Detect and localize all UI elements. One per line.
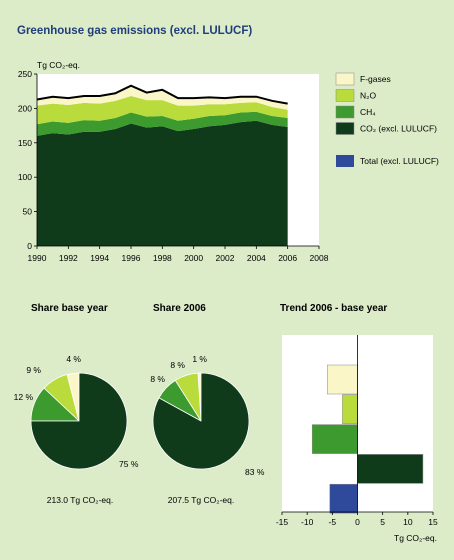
pie-caption: 207.5 Tg CO₂-eq.	[168, 495, 234, 505]
pie-slice	[30, 372, 128, 470]
x-tick-label: 1998	[153, 253, 172, 263]
legend-swatch	[335, 105, 355, 119]
x-tick-label: 10	[403, 517, 413, 527]
x-tick-label: 2008	[310, 253, 329, 263]
legend-swatch	[335, 89, 355, 102]
area-chart: 0 50 100 150 200 250 1990 1992 1994 1996 1998 2000 2…	[18, 60, 329, 263]
legend-swatch	[335, 72, 355, 86]
x-tick-label: 1992	[59, 253, 78, 263]
pie-slice-label: 1 %	[192, 354, 207, 364]
trend-bar	[357, 454, 424, 484]
pie-slice-label: 9 %	[26, 365, 41, 375]
legend-swatch	[335, 122, 355, 135]
pie-slice-label: 12 %	[14, 392, 34, 402]
x-tick-label: 1996	[122, 253, 141, 263]
legend-label: Total (excl. LULUCF)	[360, 156, 439, 166]
y-tick-label: 250	[18, 69, 32, 79]
legend: F-gases N₂O CH₄ CO₂ (excl. LULUCF) Total (ex…	[335, 72, 439, 167]
figure-title: Greenhouse gas emissions (excl. LULUCF)	[17, 25, 252, 37]
pie-caption: 213.0 Tg CO₂-eq.	[47, 495, 113, 505]
x-tick-label: 1990	[28, 253, 47, 263]
legend-label: CO₂ (excl. LULUCF)	[360, 124, 437, 134]
pie-slice-label: 4 %	[66, 354, 81, 364]
bar-title: Trend 2006 - base year	[280, 303, 387, 314]
pie-slice-label: 8 %	[170, 360, 185, 370]
legend-label: F-gases	[360, 74, 391, 84]
x-tick-label: 1994	[90, 253, 109, 263]
pie-title: Share base year	[31, 303, 108, 314]
trend-bar	[329, 483, 358, 514]
pie-slice-label: 83 %	[245, 467, 265, 477]
y-axis-label: Tg CO₂-eq.	[37, 60, 80, 70]
total-line	[36, 84, 288, 105]
y-tick-label: 0	[27, 241, 32, 251]
area-series-1	[37, 111, 288, 136]
x-tick-label: -15	[276, 517, 289, 527]
area-series-0	[37, 120, 288, 246]
pie-chart-2006: Share 2006 83 % 8 % 8 % 1 % 207.5 Tg CO₂-eq.	[150, 303, 264, 505]
x-axis-label: Tg CO₂-eq.	[394, 533, 437, 543]
x-tick-label: 2006	[278, 253, 297, 263]
pie-slice	[152, 372, 250, 470]
pie-title: Share 2006	[153, 303, 206, 314]
trend-bar	[311, 424, 358, 454]
pie-chart-base-year: Share base year 75 % 12 % 9 % 4 % 213.0 Tg CO…	[14, 303, 139, 505]
trend-bar-chart: Trend 2006 - base year -15 -10 -5 0 5 10 15 Tg C…	[276, 303, 438, 543]
x-tick-label: -10	[301, 517, 314, 527]
legend-label: N₂O	[360, 91, 376, 101]
x-tick-label: 5	[380, 517, 385, 527]
legend-swatch	[336, 155, 354, 167]
trend-bar	[342, 394, 358, 425]
x-tick-label: 15	[428, 517, 438, 527]
y-tick-label: 150	[18, 138, 32, 148]
x-tick-label: 2002	[216, 253, 235, 263]
area-series-2	[37, 96, 288, 125]
pie-slice-label: 75 %	[119, 459, 139, 469]
y-tick-label: 50	[23, 207, 33, 217]
trend-bar	[327, 364, 358, 395]
area-series-3	[37, 85, 288, 110]
y-tick-label: 100	[18, 172, 32, 182]
x-tick-label: 0	[355, 517, 360, 527]
pie-slice-label: 8 %	[150, 374, 165, 384]
legend-label: CH₄	[360, 107, 376, 117]
y-tick-label: 200	[18, 103, 32, 113]
x-tick-label: 2004	[247, 253, 266, 263]
x-tick-label: 2000	[184, 253, 203, 263]
x-tick-label: -5	[329, 517, 337, 527]
